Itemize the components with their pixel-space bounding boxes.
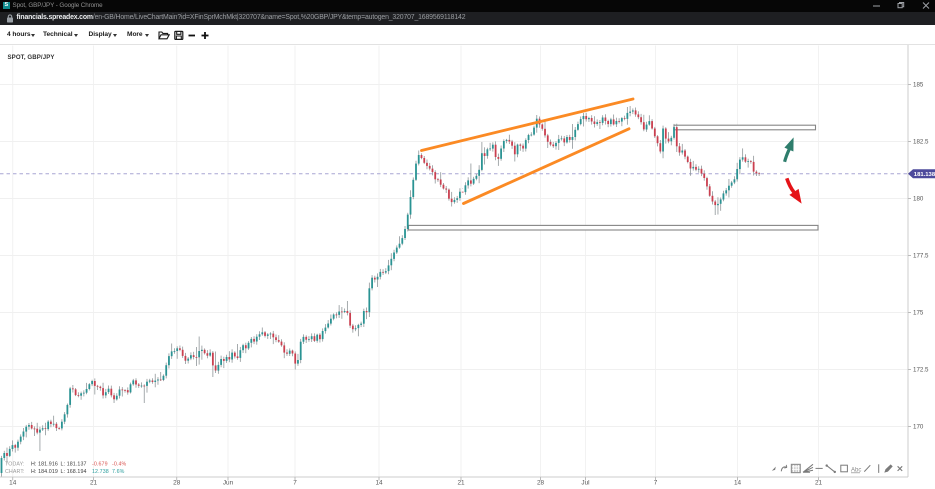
svg-text:181.138: 181.138 [914,172,935,178]
svg-text:175: 175 [913,310,924,317]
svg-text:12.738: 12.738 [92,469,109,475]
svg-text:14: 14 [9,480,17,487]
svg-text:172.5: 172.5 [913,367,929,374]
svg-text:28: 28 [537,480,545,487]
svg-text:CHART:: CHART: [5,469,25,475]
svg-text:L: 168.194: L: 168.194 [61,469,87,475]
svg-text:177.5: 177.5 [913,253,929,260]
svg-text:H: 184.019: H: 184.019 [31,469,58,475]
svg-text:Abc: Abc [851,468,861,474]
svg-text:7: 7 [293,480,297,487]
svg-text:TODAY:: TODAY: [5,462,25,468]
svg-text:21: 21 [815,480,823,487]
svg-text:21: 21 [457,480,465,487]
svg-text:Jun: Jun [223,480,234,487]
svg-text:H: 181.916: H: 181.916 [31,462,58,468]
svg-text:170: 170 [913,424,924,431]
svg-text:Jul: Jul [581,480,589,487]
svg-text:-0.679: -0.679 [92,462,108,468]
svg-text:7: 7 [654,480,658,487]
svg-text:L: 181.137: L: 181.137 [61,462,87,468]
svg-text:14: 14 [375,480,383,487]
svg-text:180: 180 [913,196,924,203]
svg-text:185: 185 [913,82,924,89]
svg-text:-0.4%: -0.4% [112,462,127,468]
svg-text:21: 21 [90,480,98,487]
svg-text:14: 14 [734,480,742,487]
svg-text:182.5: 182.5 [913,139,929,146]
svg-text:SPOT, GBP/JPY: SPOT, GBP/JPY [8,54,55,61]
svg-text:7.6%: 7.6% [112,469,125,475]
svg-text:28: 28 [173,480,181,487]
